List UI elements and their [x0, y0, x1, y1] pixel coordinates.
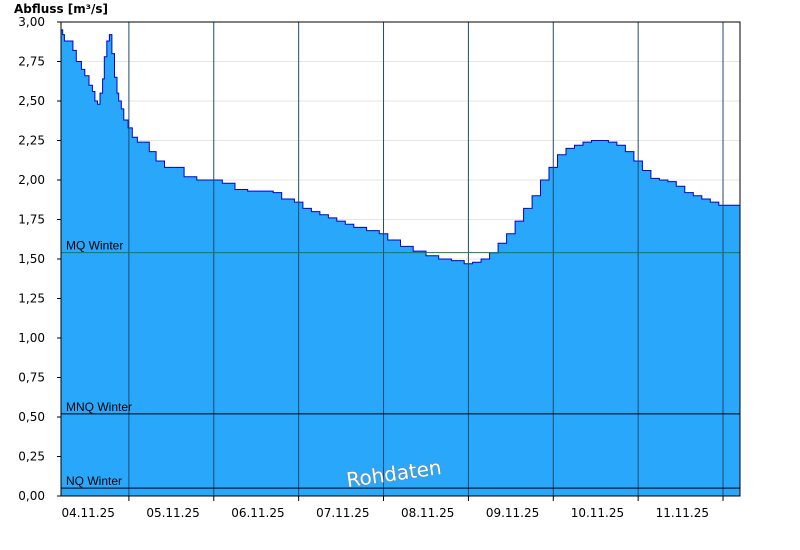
- x-tick-label: 10.11.25: [571, 506, 624, 520]
- x-tick-label: 08.11.25: [401, 506, 454, 520]
- reference-line-label: NQ Winter: [66, 474, 122, 488]
- y-tick-label: 3,00: [18, 15, 45, 29]
- y-tick-label: 1,00: [18, 331, 45, 345]
- plot-frame: [60, 21, 741, 497]
- y-tick-label: 1,75: [18, 213, 45, 227]
- y-tick-label: 2,25: [18, 134, 45, 148]
- reference-line-label: MQ Winter: [66, 239, 123, 253]
- y-axis-ticks: 0,00 0,25 0,50 0,75 1,00 1,25 1,50 1,75 2,00 2,25…: [18, 15, 61, 503]
- discharge-area: [61, 29, 740, 497]
- x-axis-ticks: 04.11.25 05.11.25 06.11.25 07.11.25 08.11.25…: [61, 496, 724, 520]
- day-separator-lines: [128, 22, 724, 496]
- y-axis-title: Abfluss [m³/s]: [14, 2, 108, 16]
- y-tick-label: 2,00: [18, 173, 45, 187]
- x-tick-label: 07.11.25: [316, 506, 369, 520]
- x-tick-label: 06.11.25: [231, 506, 284, 520]
- y-tick-label: 0,50: [18, 410, 45, 424]
- y-tick-label: 0,25: [18, 450, 45, 464]
- x-tick-label: 04.11.25: [61, 506, 114, 520]
- y-tick-label: 2,75: [18, 55, 45, 69]
- y-tick-label: 0,75: [18, 371, 45, 385]
- y-tick-label: 2,50: [18, 94, 45, 108]
- x-tick-label: 11.11.25: [656, 506, 709, 520]
- y-tick-label: 1,50: [18, 252, 45, 266]
- reference-lines: MQ Winter MNQ Winter NQ Winter: [61, 239, 740, 489]
- x-tick-label: 05.11.25: [146, 506, 199, 520]
- y-tick-label: 0,00: [18, 489, 45, 503]
- y-tick-label: 1,25: [18, 292, 45, 306]
- discharge-line: [61, 29, 740, 265]
- reference-line-label: MNQ Winter: [66, 400, 132, 414]
- x-tick-label: 09.11.25: [486, 506, 539, 520]
